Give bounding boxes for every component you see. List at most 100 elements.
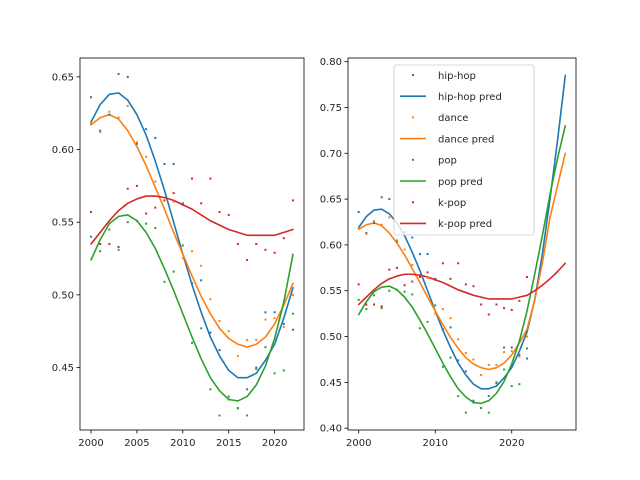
data-point-k-pop: [441, 262, 444, 265]
y-tick-label: 0.60: [52, 145, 74, 156]
legend-label-k-pop: k-pop: [438, 198, 466, 209]
data-point-dance: [154, 180, 157, 183]
data-point-hip-hop: [145, 128, 148, 131]
data-point-pop: [373, 294, 376, 297]
data-point-k-pop: [426, 271, 429, 274]
data-point-dance: [395, 239, 398, 242]
data-point-hip-hop: [357, 210, 360, 213]
data-point-hip-hop: [449, 326, 452, 329]
data-point-hip-hop: [526, 357, 529, 360]
data-point-k-pop: [510, 308, 513, 311]
data-point-k-pop: [395, 266, 398, 269]
data-point-pop: [90, 235, 93, 238]
data-point-hip-hop: [126, 75, 129, 78]
data-point-hip-hop: [209, 331, 212, 334]
data-point-k-pop: [503, 307, 506, 310]
data-point-dance: [518, 355, 521, 358]
data-point-hip-hop: [373, 221, 376, 224]
data-point-pop: [218, 414, 221, 417]
data-point-pop: [426, 320, 429, 323]
data-point-dance: [487, 363, 490, 366]
data-point-k-pop: [472, 285, 475, 288]
series-line-k-pop-pred: [90, 195, 294, 245]
y-tick-label: 0.50: [320, 332, 342, 343]
data-point-hip-hop: [472, 399, 475, 402]
data-point-k-pop: [218, 211, 221, 214]
data-point-k-pop: [403, 284, 406, 287]
data-point-k-pop: [282, 237, 285, 240]
axes-frame: [79, 57, 305, 431]
data-point-dance: [411, 264, 414, 267]
series-line-pop-pred: [90, 214, 294, 402]
data-point-dance: [526, 335, 529, 338]
data-point-dance: [388, 216, 391, 219]
y-tick-label: 0.80: [320, 57, 342, 68]
data-point-dance: [472, 358, 475, 361]
data-point-k-pop: [154, 206, 157, 209]
data-point-k-pop: [495, 303, 498, 306]
data-point-dance: [357, 227, 360, 230]
data-point-hip-hop: [255, 366, 258, 369]
data-point-pop: [472, 401, 475, 404]
legend-label-dance: dance: [438, 113, 468, 124]
data-point-k-pop: [291, 199, 294, 202]
data-point-hip-hop: [518, 353, 521, 356]
data-point-hip-hop: [457, 359, 460, 362]
data-point-pop: [273, 372, 276, 375]
x-tick-label: 2020: [262, 438, 287, 449]
data-point-pop: [145, 222, 148, 225]
data-point-k-pop: [200, 202, 203, 205]
data-point-pop: [380, 307, 383, 310]
data-point-dance: [365, 232, 368, 235]
x-tick-label: 2005: [124, 438, 149, 449]
axes-frame: [347, 57, 577, 431]
data-point-k-pop: [163, 199, 166, 202]
data-point-hip-hop: [441, 328, 444, 331]
data-point-k-pop: [99, 243, 102, 245]
data-point-dance: [191, 250, 193, 253]
data-point-k-pop: [264, 248, 267, 251]
data-point-hip-hop: [464, 370, 467, 373]
data-point-hip-hop: [191, 282, 193, 285]
legend-label-pop-pred: pop pred: [438, 177, 483, 188]
data-point-dance: [403, 248, 406, 251]
data-point-pop: [135, 219, 138, 222]
data-point-k-pop: [487, 313, 490, 316]
y-tick-label: 0.60: [320, 240, 342, 251]
data-point-hip-hop: [426, 253, 429, 256]
data-point-pop: [441, 365, 444, 368]
y-tick-label: 0.55: [320, 286, 342, 297]
data-point-hip-hop: [388, 198, 391, 201]
legend-marker-dance: [412, 116, 414, 119]
data-point-hip-hop: [135, 142, 138, 145]
data-point-pop: [487, 411, 490, 414]
data-point-k-pop: [518, 299, 521, 302]
legend-marker-k-pop: [412, 201, 414, 204]
data-point-dance: [441, 308, 444, 311]
data-point-pop: [172, 270, 175, 273]
data-point-dance: [227, 330, 230, 333]
data-point-pop: [154, 227, 157, 230]
data-point-pop: [449, 356, 452, 359]
data-point-pop: [181, 244, 184, 247]
data-point-k-pop: [365, 303, 368, 306]
data-point-dance: [117, 116, 120, 119]
x-tick-label: 2015: [216, 438, 241, 449]
data-point-dance: [209, 298, 212, 301]
data-point-hip-hop: [264, 311, 267, 314]
legend-label-k-pop-pred: k-pop pred: [438, 219, 492, 230]
data-point-pop: [126, 221, 129, 224]
data-point-dance: [264, 318, 267, 321]
data-point-dance: [291, 293, 294, 296]
data-point-hip-hop: [418, 253, 421, 256]
data-point-pop: [117, 248, 120, 251]
data-point-pop: [291, 312, 294, 315]
data-point-pop: [99, 250, 102, 253]
data-point-dance: [282, 325, 285, 328]
data-point-k-pop: [227, 213, 230, 216]
data-point-k-pop: [357, 283, 360, 286]
data-point-pop: [264, 346, 267, 349]
data-point-k-pop: [464, 283, 467, 286]
data-point-dance: [373, 220, 376, 223]
